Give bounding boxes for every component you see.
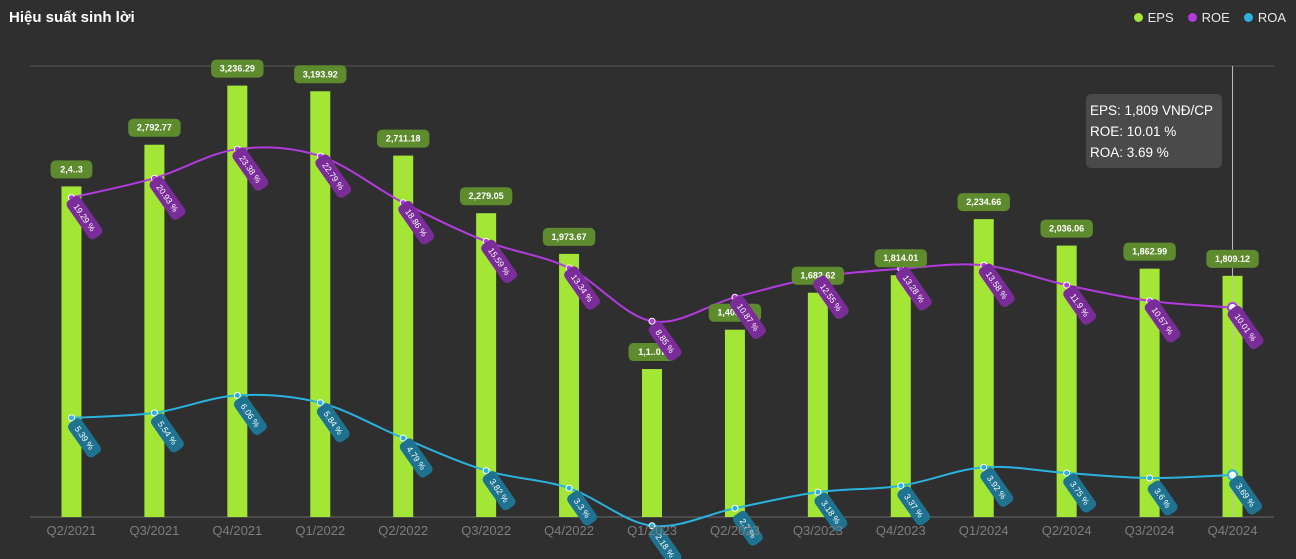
eps-data-label: 3,193.92 — [294, 65, 347, 84]
x-tick-label: Q2/2021 — [47, 523, 97, 538]
svg-text:2,036.06: 2,036.06 — [1049, 224, 1084, 234]
eps-data-label: 2,279.05 — [459, 187, 513, 206]
svg-text:1,862.99: 1,862.99 — [1132, 247, 1167, 257]
roa-point — [1146, 474, 1154, 482]
x-tick-label: Q2/2022 — [378, 523, 428, 538]
svg-text:2,234.66: 2,234.66 — [966, 197, 1001, 207]
eps-data-label: 2,711.18 — [377, 129, 430, 148]
eps-bar — [559, 253, 580, 517]
eps-data-label: 1,862.99 — [1123, 242, 1176, 261]
x-tick-label: Q1/2024 — [959, 523, 1009, 538]
eps-bar — [642, 369, 662, 517]
svg-text:3,236.29: 3,236.29 — [220, 64, 255, 74]
x-tick-label: Q4/2024 — [1208, 523, 1258, 538]
legend: EPS ROE ROA — [1133, 10, 1286, 25]
x-tick-label: Q2/2024 — [1042, 523, 1092, 538]
x-tick-label: Q1/2023 — [627, 523, 677, 538]
eps-bar — [1139, 268, 1160, 517]
x-tick-label: Q3/2022 — [461, 523, 511, 538]
roa-point — [980, 463, 988, 471]
x-tick-label: Q3/2024 — [1125, 523, 1175, 538]
x-tick-label: Q1/2022 — [295, 523, 345, 538]
eps-data-label: 2,234.66 — [957, 193, 1010, 212]
legend-label-roa: ROA — [1257, 10, 1286, 25]
roa-point — [482, 467, 490, 475]
eps-data-label: 1,809.12 — [1206, 249, 1259, 268]
tooltip-eps: EPS: 1,809 VNĐ/CP — [1090, 103, 1214, 118]
roe-data-label: 22.79 % — [315, 154, 352, 198]
svg-text:1,973.67: 1,973.67 — [552, 232, 587, 242]
roe-point — [1063, 281, 1071, 289]
eps-data-label: 3,236.29 — [211, 59, 264, 78]
legend-dot-roe — [1187, 13, 1197, 22]
roa-data-label: 3.6 % — [1147, 480, 1178, 516]
eps-bar — [1056, 245, 1077, 517]
roa-point — [648, 522, 656, 530]
x-tick-label: Q4/2022 — [544, 523, 594, 538]
x-tick-label: Q3/2023 — [793, 523, 843, 538]
roa-point — [67, 414, 75, 422]
eps-data-label: 2,4..3 — [50, 160, 93, 179]
svg-text:1,809.12: 1,809.12 — [1215, 254, 1250, 264]
eps-data-label: 1,814.01 — [874, 249, 927, 268]
svg-text:2,279.05: 2,279.05 — [469, 191, 504, 201]
legend-item-eps[interactable]: EPS — [1133, 10, 1174, 25]
legend-item-roe[interactable]: ROE — [1187, 10, 1230, 25]
x-tick-label: Q4/2023 — [876, 523, 926, 538]
tooltip-roa: ROA: 3.69 % — [1090, 145, 1169, 160]
eps-data-label: 1,682.62 — [791, 266, 845, 285]
chart-title: Hiệu suất sinh lời — [9, 9, 135, 26]
legend-item-roa[interactable]: ROA — [1243, 10, 1286, 25]
roa-point — [814, 488, 822, 496]
eps-bar — [476, 213, 497, 517]
roe-point — [648, 317, 656, 325]
tooltip: EPS: 1,809 VNĐ/CP ROE: 10.01 % ROA: 3.69… — [1086, 94, 1222, 168]
svg-text:2,792.77: 2,792.77 — [137, 123, 172, 133]
legend-label-eps: EPS — [1147, 10, 1174, 25]
svg-text:2,711.18: 2,711.18 — [386, 134, 421, 144]
roa-data-label: 2.7 % — [733, 510, 763, 546]
roa-point — [897, 482, 905, 490]
roa-point — [1063, 469, 1071, 477]
legend-dot-roa — [1243, 13, 1253, 22]
roa-point — [399, 434, 407, 442]
roa-point — [565, 484, 573, 492]
eps-data-label: 2,792.77 — [128, 118, 181, 137]
legend-label-roe: ROE — [1201, 10, 1230, 25]
eps-bar — [61, 186, 82, 517]
roa-point — [233, 391, 241, 399]
roa-data-label: 3.3 % — [567, 490, 597, 526]
eps-data-label: 1,973.67 — [542, 227, 596, 246]
x-tick-label: Q3/2021 — [129, 523, 179, 538]
eps-data-label: 2,036.06 — [1040, 219, 1093, 238]
eps-bar — [890, 275, 911, 517]
legend-dot-eps — [1133, 13, 1143, 22]
eps-bar — [807, 292, 828, 517]
svg-text:1,814.01: 1,814.01 — [883, 253, 918, 263]
eps-bar — [393, 155, 414, 517]
x-tick-label: Q2/2023 — [710, 523, 760, 538]
roa-point — [316, 399, 324, 407]
tooltip-roe: ROE: 10.01 % — [1090, 124, 1177, 139]
eps-bar — [724, 329, 745, 517]
svg-text:1,682.62: 1,682.62 — [800, 271, 835, 281]
svg-text:3,193.92: 3,193.92 — [303, 69, 338, 79]
roa-point — [150, 409, 158, 417]
roa-point — [731, 504, 739, 512]
svg-text:2,4..3: 2,4..3 — [60, 164, 83, 174]
eps-bar — [973, 219, 994, 518]
svg-text:1,405.06: 1,405.06 — [717, 308, 752, 318]
x-tick-label: Q4/2021 — [212, 523, 262, 538]
svg-text:1,1..07: 1,1..07 — [638, 347, 666, 357]
